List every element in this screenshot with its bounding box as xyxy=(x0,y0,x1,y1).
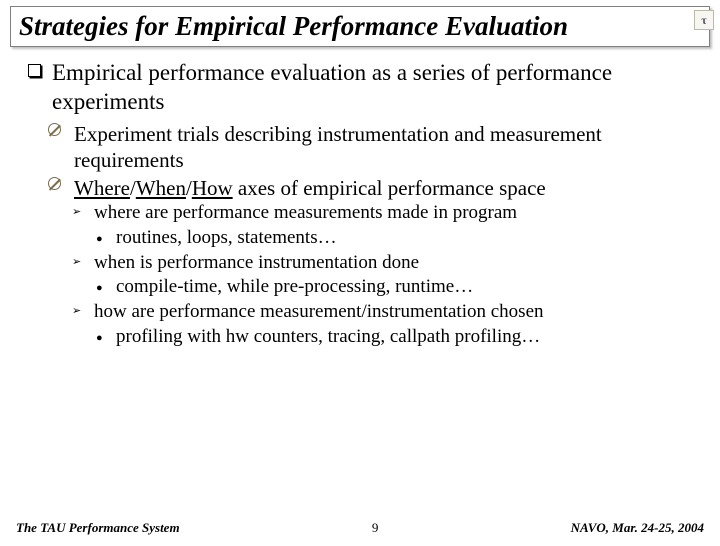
circle-bullet-icon xyxy=(48,177,61,197)
footer-right: NAVO, Mar. 24-25, 2004 xyxy=(571,520,704,536)
l2a-text: Experiment trials describing instrumenta… xyxy=(74,122,602,172)
bullet-l3: ➢ where are performance measurements mad… xyxy=(72,201,700,226)
bullet-l2: Experiment trials describing instrumenta… xyxy=(48,121,700,174)
footer-left: The TAU Performance System xyxy=(16,520,180,536)
title-bar: Strategies for Empirical Performance Eva… xyxy=(10,6,710,47)
circle-bullet-icon xyxy=(48,123,61,143)
footer: The TAU Performance System 9 NAVO, Mar. … xyxy=(0,520,720,536)
bullet-l3: ➢ how are performance measurement/instru… xyxy=(72,300,700,325)
slide-number: 9 xyxy=(372,520,379,536)
l4a-text: routines, loops, statements… xyxy=(116,227,337,248)
bullet-l4: ● routines, loops, statements… xyxy=(96,226,700,251)
bullet-l4: ● profiling with hw counters, tracing, c… xyxy=(96,325,700,350)
arrow-bullet-icon: ➢ xyxy=(72,255,81,269)
arrow-bullet-icon: ➢ xyxy=(72,205,81,219)
l3a-text: where are performance measurements made … xyxy=(94,202,517,223)
bullet-l1: Empirical performance evaluation as a se… xyxy=(28,59,700,117)
slide-title: Strategies for Empirical Performance Eva… xyxy=(19,11,568,41)
bullet-l2: Where/When/How axes of empirical perform… xyxy=(48,175,700,201)
l4b-text: compile-time, while pre-processing, runt… xyxy=(116,276,473,297)
l3b-text: when is performance instrumentation done xyxy=(94,252,419,273)
slide-body: Empirical performance evaluation as a se… xyxy=(0,47,720,349)
arrow-bullet-icon: ➢ xyxy=(72,304,81,318)
l3c-text: how are performance measurement/instrume… xyxy=(94,301,544,322)
l1-text: Empirical performance evaluation as a se… xyxy=(52,60,612,114)
dot-bullet-icon: ● xyxy=(96,331,103,345)
l4c-text: profiling with hw counters, tracing, cal… xyxy=(116,326,540,347)
dot-bullet-icon: ● xyxy=(96,281,103,295)
bullet-l3: ➢ when is performance instrumentation do… xyxy=(72,251,700,276)
square-bullet-icon xyxy=(28,62,41,85)
dot-bullet-icon: ● xyxy=(96,232,103,246)
tau-logo: τ xyxy=(694,10,714,30)
bullet-l4: ● compile-time, while pre-processing, ru… xyxy=(96,275,700,300)
l2b-text: Where/When/How axes of empirical perform… xyxy=(74,176,546,200)
